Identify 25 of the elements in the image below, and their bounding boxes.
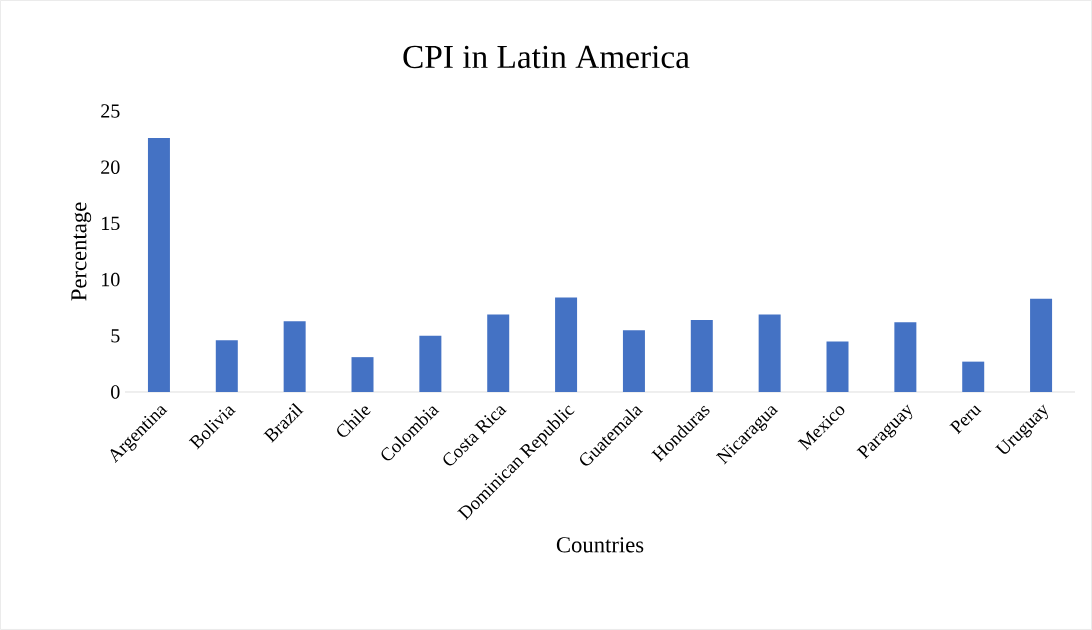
y-axis-title: Percentage <box>71 202 92 301</box>
bar <box>690 320 713 392</box>
bar <box>622 330 645 392</box>
bar <box>894 322 917 392</box>
y-tick-label: 25 <box>101 104 120 118</box>
bar <box>962 361 985 392</box>
y-tick-label: 10 <box>102 272 120 287</box>
x-tick-label: Peru <box>949 405 982 435</box>
y-tick-label: 0 <box>111 385 120 399</box>
bar <box>1030 298 1053 392</box>
bar <box>419 335 442 392</box>
x-axis-title: Countries <box>556 537 644 553</box>
bar <box>215 340 238 392</box>
chart-title: CPI in Latin America <box>403 45 690 69</box>
bar <box>758 314 781 392</box>
bar <box>487 314 510 392</box>
y-tick-label: 15 <box>102 216 120 231</box>
x-tick-label: Chile <box>337 406 371 437</box>
bar <box>351 357 374 392</box>
y-tick-label: 5 <box>111 329 120 343</box>
bar <box>283 321 306 392</box>
bar <box>147 137 170 392</box>
y-tick-label: 20 <box>101 160 120 174</box>
bar <box>555 297 578 392</box>
bar <box>826 341 849 392</box>
